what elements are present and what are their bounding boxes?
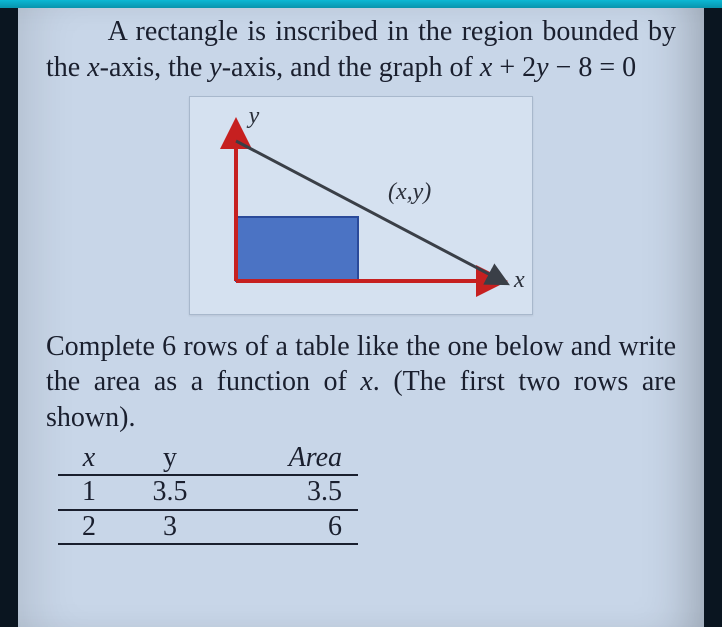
col-y-header: y xyxy=(128,442,228,475)
window-titlebar xyxy=(0,0,722,8)
cell-x: 1 xyxy=(58,475,128,509)
data-table: x y Area 13.53.5236 xyxy=(58,442,358,545)
problem-axis2: -axis, and the graph of xyxy=(222,52,480,83)
diagram-container: y x (x,y) xyxy=(46,96,676,315)
table-row: 13.53.5 xyxy=(58,475,358,509)
svg-text:y: y xyxy=(247,103,260,129)
problem-statement: A rectangle is inscribed in the region b… xyxy=(46,14,676,86)
eq-rest: − 8 = 0 xyxy=(549,52,637,83)
cell-area: 3.5 xyxy=(228,475,358,509)
eq-x: x xyxy=(480,52,492,83)
instr-var: x xyxy=(360,366,372,397)
svg-text:x: x xyxy=(513,267,525,293)
problem-axis1: -axis, the xyxy=(100,52,210,83)
diagram-svg: y x (x,y) xyxy=(196,103,526,303)
col-x-header: x xyxy=(58,442,128,475)
eq-plus: + 2 xyxy=(492,52,536,83)
col-area-header: Area xyxy=(228,442,358,475)
svg-text:(x,y): (x,y) xyxy=(388,179,431,205)
cell-area: 6 xyxy=(228,510,358,544)
cell-x: 2 xyxy=(58,510,128,544)
var-x: x xyxy=(87,52,99,83)
var-y: y xyxy=(209,52,221,83)
cell-y: 3.5 xyxy=(128,475,228,509)
cell-y: 3 xyxy=(128,510,228,544)
table-row: 236 xyxy=(58,510,358,544)
diagram-card: y x (x,y) xyxy=(189,96,533,315)
eq-y: y xyxy=(536,52,548,83)
instructions: Complete 6 rows of a table like the one … xyxy=(46,329,676,436)
table-header-row: x y Area xyxy=(58,442,358,475)
page-content: A rectangle is inscribed in the region b… xyxy=(18,8,704,627)
